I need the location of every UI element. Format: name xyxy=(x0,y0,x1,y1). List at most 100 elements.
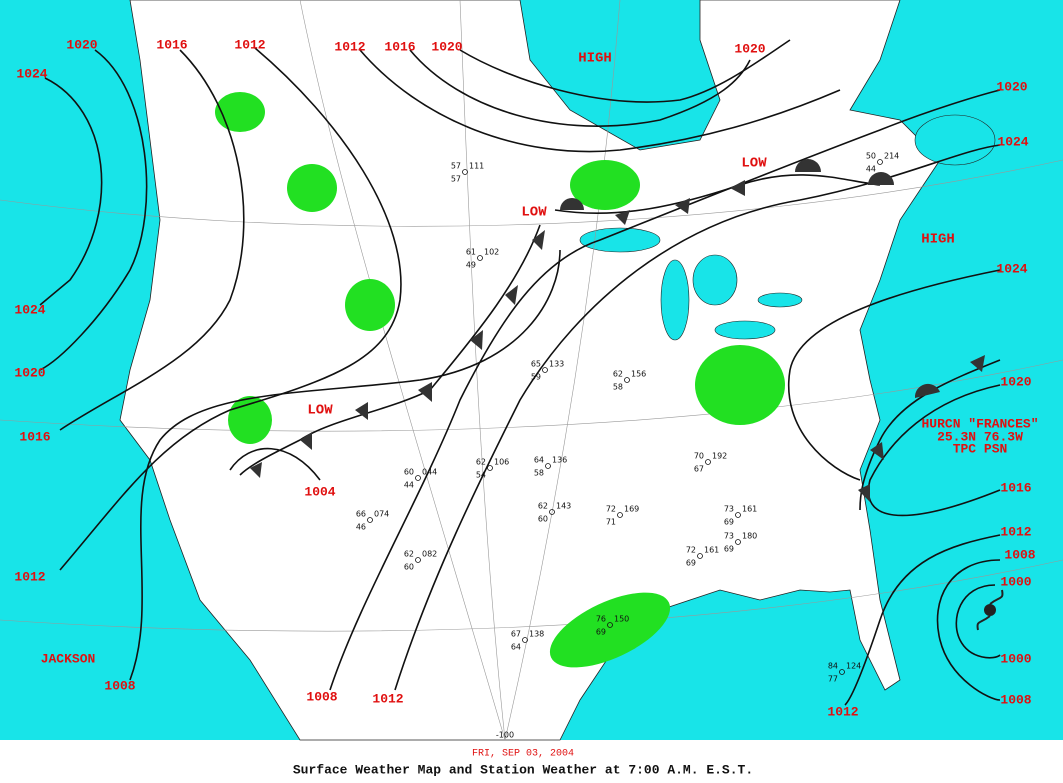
station-dew: 64 xyxy=(511,643,521,652)
station-circle xyxy=(735,512,741,518)
station-temp: 70 xyxy=(694,452,704,461)
isobar-label: 1020 xyxy=(1000,374,1031,389)
grid-label: -100 xyxy=(496,731,514,740)
station-pressure: 074 xyxy=(374,510,389,519)
station-dew: 71 xyxy=(606,518,616,527)
station-dew: 77 xyxy=(828,675,838,684)
station-pressure: 133 xyxy=(549,360,564,369)
station-pressure: 169 xyxy=(624,505,639,514)
station-temp: 57 xyxy=(451,162,461,171)
station-pressure: 214 xyxy=(884,152,899,161)
map-labels: 1020 1016 1012 1012 1016 1020 1020 1024 … xyxy=(14,37,1038,739)
station-pressure: 150 xyxy=(614,615,629,624)
isobar-label: 1008 xyxy=(1004,547,1035,562)
station-circle xyxy=(545,463,551,469)
pressure-center: LOW xyxy=(307,403,333,419)
station-temp: 72 xyxy=(606,505,616,514)
isobar-label: 1012 xyxy=(372,691,403,706)
isobar-label: 1012 xyxy=(234,37,265,52)
hurricane-label: TPC PSN xyxy=(953,441,1008,456)
station-pressure: 044 xyxy=(422,468,437,477)
station-temp: 72 xyxy=(686,546,696,555)
station-dew: 54 xyxy=(476,471,486,480)
isobar-label: 1012 xyxy=(827,704,858,719)
station-pressure: 082 xyxy=(422,550,437,559)
station-circle xyxy=(839,669,845,675)
isobar-label: 1024 xyxy=(16,66,47,81)
fronts xyxy=(239,159,1001,511)
station-temp: 60 xyxy=(404,468,414,477)
station-pressure: 106 xyxy=(494,458,509,467)
station-temp: 64 xyxy=(534,456,544,465)
station-temp: 50 xyxy=(866,152,876,161)
hurricane-symbol xyxy=(976,589,1004,631)
station-circle xyxy=(487,465,493,471)
station-circle xyxy=(697,553,703,559)
isobar-label: 1008 xyxy=(306,689,337,704)
isobar-label: 1008 xyxy=(1000,692,1031,707)
station-circle xyxy=(542,367,548,373)
station-dew: 69 xyxy=(596,628,606,637)
station-circle xyxy=(735,539,741,545)
station-temp: 62 xyxy=(613,370,623,379)
station-temp: 65 xyxy=(531,360,541,369)
isobar-label: 1020 xyxy=(14,365,45,380)
station-temp: 62 xyxy=(538,502,548,511)
station-pressure: 180 xyxy=(742,532,757,541)
isobar-label: 1016 xyxy=(19,429,50,444)
station-temp: 66 xyxy=(356,510,366,519)
isobars xyxy=(39,39,1001,706)
isobar-label: 1008 xyxy=(104,678,135,693)
isobar-label: 1016 xyxy=(1000,480,1031,495)
station-dew: 57 xyxy=(451,175,461,184)
station-pressure: 161 xyxy=(742,505,757,514)
station-temp: 84 xyxy=(828,662,838,671)
station-temp: 61 xyxy=(466,248,476,257)
station-circle xyxy=(415,557,421,563)
isobar-label: 1012 xyxy=(334,39,365,54)
station-pressure: 143 xyxy=(556,502,571,511)
isobar-label: 1020 xyxy=(734,41,765,56)
isobar-label: 1012 xyxy=(1000,524,1031,539)
pressure-center: HIGH xyxy=(578,51,612,67)
isobar-label: 1000 xyxy=(1000,574,1031,589)
isobar-label: 1016 xyxy=(384,39,415,54)
isobar-label: 1020 xyxy=(996,79,1027,94)
station-dew: 58 xyxy=(613,383,623,392)
station-dew: 60 xyxy=(538,515,548,524)
station-pressure: 161 xyxy=(704,546,719,555)
place-label: JACKSON xyxy=(41,651,96,666)
station-circle xyxy=(367,517,373,523)
station-temp: 73 xyxy=(724,505,734,514)
station-temp: 76 xyxy=(596,615,606,624)
station-dew: 58 xyxy=(534,469,544,478)
isobar-label: 1004 xyxy=(304,484,335,499)
isobar-label: 1024 xyxy=(14,302,45,317)
great-lakes xyxy=(579,114,996,341)
station-pressure: 136 xyxy=(552,456,567,465)
station-circle xyxy=(549,509,555,515)
pressure-center: LOW xyxy=(521,205,547,221)
isobar-label: 1024 xyxy=(996,261,1027,276)
station-circle xyxy=(415,475,421,481)
station-circle xyxy=(705,459,711,465)
isobar-label: 1000 xyxy=(1000,651,1031,666)
station-dew: 44 xyxy=(404,481,414,490)
map-date: FRI, SEP 03, 2004 xyxy=(472,749,574,760)
station-pressure: 111 xyxy=(469,162,484,171)
station-circle xyxy=(877,159,883,165)
pressure-center: HIGH xyxy=(921,232,955,248)
precip-areas xyxy=(215,92,785,668)
station-circle xyxy=(624,377,630,383)
station-pressure: 192 xyxy=(712,452,727,461)
station-pressure: 102 xyxy=(484,248,499,257)
station-circle xyxy=(522,637,528,643)
station-temp: 62 xyxy=(476,458,486,467)
isobar-label: 1020 xyxy=(431,39,462,54)
station-dew: 44 xyxy=(866,165,876,174)
isobar-label: 1024 xyxy=(997,134,1028,149)
station-temp: 67 xyxy=(511,630,521,639)
station-circle xyxy=(462,169,468,175)
station-dew: 69 xyxy=(724,518,734,527)
